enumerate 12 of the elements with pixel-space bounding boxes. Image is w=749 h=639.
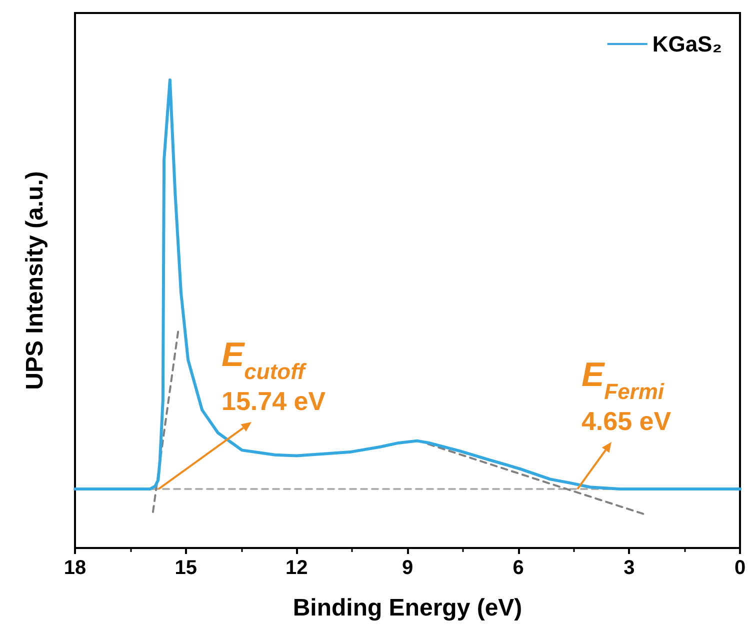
- x-tick-label: 6: [512, 557, 524, 579]
- x-axis-title: Binding Energy (eV): [292, 594, 522, 622]
- annotation: E$_{cutoff}$ 15.74 eV: [221, 336, 326, 416]
- legend-label: KGaS₂: [652, 32, 722, 56]
- x-tick-label: 15: [174, 557, 197, 579]
- y-axis-title: UPS Intensity (a.u.): [22, 171, 48, 390]
- x-tick-label: 3: [624, 557, 635, 579]
- x-tick-label: 9: [402, 557, 414, 579]
- x-tick-label: 18: [64, 557, 86, 579]
- annotation: E$_{Fermi}$ 4.65 eV: [581, 356, 672, 436]
- x-tick-label: 0: [734, 557, 746, 579]
- x-tick-label: 12: [286, 557, 308, 579]
